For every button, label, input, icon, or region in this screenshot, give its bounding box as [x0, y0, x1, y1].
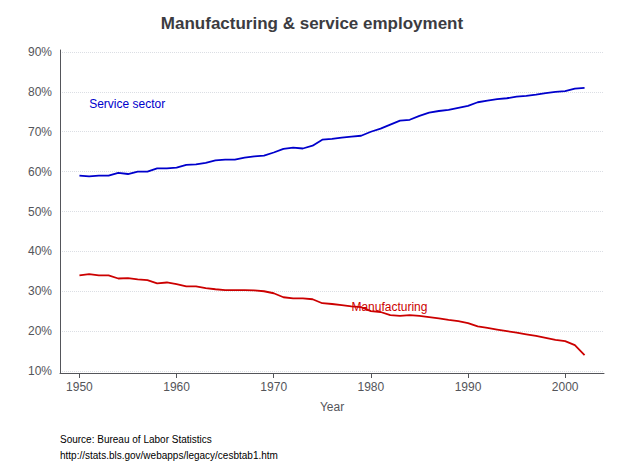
svg-text:1990: 1990 — [455, 380, 482, 394]
svg-text:10%: 10% — [28, 364, 52, 378]
svg-text:80%: 80% — [28, 85, 52, 99]
svg-text:1980: 1980 — [358, 380, 385, 394]
svg-text:1950: 1950 — [66, 380, 93, 394]
svg-text:2000: 2000 — [552, 380, 579, 394]
svg-text:Source: Bureau of Labor Statis: Source: Bureau of Labor Statistics — [60, 434, 212, 445]
svg-text:http://stats.bls.gov/webapps/l: http://stats.bls.gov/webapps/legacy/cesb… — [60, 450, 278, 461]
svg-text:70%: 70% — [28, 125, 52, 139]
svg-text:1970: 1970 — [260, 380, 287, 394]
svg-text:20%: 20% — [28, 324, 52, 338]
svg-text:Manufacturing: Manufacturing — [351, 300, 428, 315]
svg-text:60%: 60% — [28, 165, 52, 179]
svg-text:30%: 30% — [28, 284, 52, 298]
svg-text:Manufacturing & service employ: Manufacturing & service employment — [161, 14, 464, 33]
svg-text:1960: 1960 — [163, 380, 190, 394]
svg-text:90%: 90% — [28, 45, 52, 59]
svg-text:Year: Year — [320, 400, 344, 414]
svg-text:50%: 50% — [28, 205, 52, 219]
svg-text:Service sector: Service sector — [89, 97, 165, 111]
svg-text:40%: 40% — [28, 244, 52, 258]
